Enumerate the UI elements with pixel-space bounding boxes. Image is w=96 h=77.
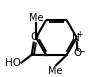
Text: +: + bbox=[77, 30, 83, 39]
Text: N: N bbox=[72, 33, 80, 43]
Text: O: O bbox=[31, 32, 39, 42]
Text: HO: HO bbox=[5, 58, 21, 68]
Text: Me: Me bbox=[29, 13, 43, 23]
Text: −: − bbox=[77, 46, 84, 55]
Text: O: O bbox=[73, 48, 81, 58]
Text: Me: Me bbox=[48, 66, 63, 76]
